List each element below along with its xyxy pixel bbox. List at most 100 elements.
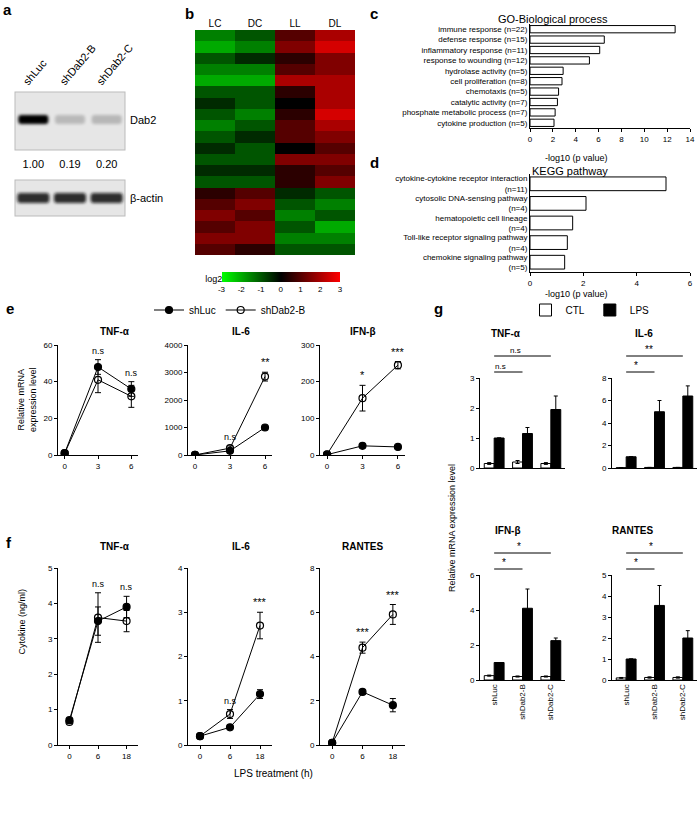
svg-text:4: 4 (310, 652, 315, 661)
svg-text:60: 60 (43, 341, 52, 350)
svg-text:2: 2 (551, 135, 556, 144)
svg-text:LC: LC (209, 18, 222, 29)
svg-text:40: 40 (43, 377, 52, 386)
svg-text:0: 0 (178, 741, 183, 750)
svg-text:*: * (634, 557, 638, 568)
svg-text:1: 1 (470, 434, 475, 443)
svg-text:5: 5 (48, 564, 53, 573)
svg-text:-1: -1 (257, 285, 265, 294)
svg-text:8: 8 (619, 135, 624, 144)
svg-text:hydrolase activity (n=5): hydrolase activity (n=5) (445, 67, 528, 76)
svg-text:Relative mRNA expression level: Relative mRNA expression level (447, 464, 457, 592)
svg-text:200: 200 (301, 377, 315, 386)
svg-text:4: 4 (573, 135, 578, 144)
svg-text:4: 4 (602, 592, 607, 601)
svg-text:1000: 1000 (165, 423, 183, 432)
svg-text:-3: -3 (218, 285, 226, 294)
svg-text:*: * (360, 369, 365, 381)
svg-text:IL-6: IL-6 (635, 328, 653, 339)
svg-text:0: 0 (62, 462, 67, 471)
svg-text:6: 6 (602, 396, 607, 405)
svg-text:1: 1 (48, 705, 53, 714)
svg-text:cytokine-cytokine receptor int: cytokine-cytokine receptor interaction(n… (395, 174, 527, 193)
svg-text:n.s: n.s (510, 346, 521, 355)
svg-text:KEGG pathway: KEGG pathway (532, 165, 608, 177)
svg-text:1: 1 (602, 655, 607, 664)
svg-text:RANTES: RANTES (342, 541, 383, 552)
svg-text:6: 6 (470, 571, 475, 580)
svg-text:4: 4 (634, 279, 639, 288)
svg-text:phosphate metabolic process (n: phosphate metabolic process (n=7) (402, 108, 528, 117)
svg-text:0: 0 (602, 676, 607, 685)
svg-text:Relative mRNAexpression level: Relative mRNAexpression level (16, 367, 38, 432)
svg-text:6: 6 (129, 462, 134, 471)
svg-text:8: 8 (602, 374, 607, 383)
svg-text:0: 0 (198, 752, 203, 761)
svg-text:300: 300 (301, 341, 315, 350)
svg-text:10: 10 (640, 135, 649, 144)
svg-text:14: 14 (686, 135, 695, 144)
svg-text:0: 0 (528, 135, 533, 144)
svg-text:n.s: n.s (92, 346, 105, 356)
svg-text:1: 1 (178, 697, 183, 706)
svg-text:Cytokine (ng/ml): Cytokine (ng/ml) (17, 589, 27, 655)
svg-text:a: a (3, 1, 12, 18)
svg-text:**: ** (261, 356, 270, 368)
svg-text:shDab2-C: shDab2-C (546, 684, 555, 720)
svg-text:IL-6: IL-6 (232, 541, 250, 552)
svg-text:0.19: 0.19 (59, 158, 80, 170)
svg-text:cytosolic DNA-sensing pathway(: cytosolic DNA-sensing pathway(n=4) (415, 194, 527, 213)
svg-text:***: *** (391, 346, 405, 358)
svg-text:shDab2-B: shDab2-B (57, 42, 98, 87)
svg-text:3: 3 (360, 462, 365, 471)
svg-text:e: e (6, 300, 14, 317)
svg-text:2: 2 (581, 279, 586, 288)
svg-text:0: 0 (279, 285, 284, 294)
svg-text:6: 6 (688, 279, 693, 288)
svg-text:shLuc: shLuc (21, 57, 49, 88)
svg-text:n.s: n.s (495, 362, 506, 371)
svg-text:b: b (185, 5, 194, 22)
svg-text:1: 1 (298, 285, 303, 294)
svg-text:4: 4 (178, 564, 183, 573)
svg-text:2000: 2000 (165, 396, 183, 405)
svg-text:2: 2 (178, 652, 183, 661)
svg-text:c: c (370, 5, 378, 22)
svg-text:shDab2-B: shDab2-B (650, 684, 659, 720)
svg-text:3: 3 (48, 635, 53, 644)
svg-text:CTL: CTL (566, 305, 585, 316)
svg-text:*: * (649, 541, 653, 552)
svg-text:TNF-α: TNF-α (100, 326, 130, 337)
svg-text:DC: DC (248, 18, 262, 29)
svg-text:shDab2-C: shDab2-C (678, 684, 687, 720)
svg-text:LPS: LPS (630, 305, 649, 316)
svg-text:n.s: n.s (224, 696, 237, 706)
svg-text:LL: LL (289, 18, 301, 29)
svg-text:shLuc: shLuc (622, 684, 631, 705)
svg-text:2: 2 (470, 404, 475, 413)
svg-text:12: 12 (663, 135, 672, 144)
svg-text:4: 4 (48, 599, 53, 608)
svg-text:0: 0 (310, 451, 315, 460)
svg-text:cell proliferation (n=8): cell proliferation (n=8) (450, 77, 527, 86)
svg-text:shDab2-B: shDab2-B (518, 684, 527, 720)
svg-text:3: 3 (338, 285, 343, 294)
svg-text:immune response (n=22): immune response (n=22) (438, 25, 527, 34)
svg-text:6: 6 (263, 462, 268, 471)
svg-text:IL-6: IL-6 (232, 326, 250, 337)
svg-text:response to wounding (n=12): response to wounding (n=12) (424, 56, 528, 65)
svg-text:4: 4 (602, 419, 607, 428)
svg-text:5: 5 (602, 571, 607, 580)
svg-text:β-actin: β-actin (130, 192, 163, 204)
svg-text:2: 2 (602, 441, 607, 450)
svg-text:4000: 4000 (165, 341, 183, 350)
svg-text:2: 2 (318, 285, 323, 294)
svg-text:-log10 (p value): -log10 (p value) (545, 289, 608, 299)
svg-text:2: 2 (470, 641, 475, 650)
svg-text:shDab2-C: shDab2-C (94, 42, 135, 88)
svg-text:3: 3 (602, 613, 607, 622)
svg-text:hematopoietic cell lineage(n=4: hematopoietic cell lineage(n=4) (435, 214, 528, 233)
svg-text:***: *** (386, 589, 400, 601)
svg-text:3: 3 (96, 462, 101, 471)
svg-text:g: g (434, 300, 443, 317)
